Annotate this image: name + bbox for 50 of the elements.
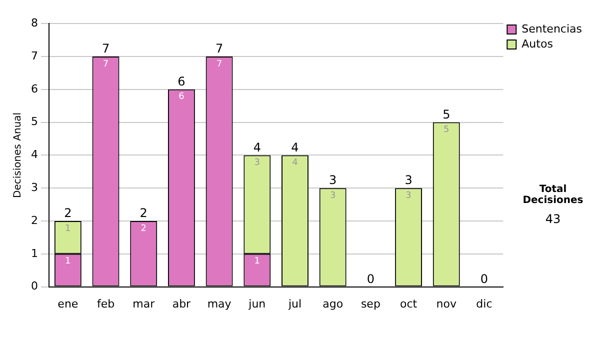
y-tick-label: 2 [31, 214, 38, 227]
x-tick-label: mar [132, 297, 156, 310]
x-tick-label: ago [322, 297, 344, 310]
total-label: 4 [291, 140, 299, 154]
y-tick-label: 8 [31, 16, 38, 30]
data-label: 3 [254, 158, 260, 168]
y-tick-label: 3 [31, 180, 38, 194]
data-label: 4 [292, 158, 298, 168]
y-tick-label: 5 [31, 115, 38, 128]
x-tick-label: sep [360, 297, 380, 310]
total-label: 4 [253, 140, 261, 154]
total-label: 6 [178, 74, 186, 89]
legend-label: Autos [522, 37, 554, 50]
x-tick-label: nov [436, 297, 457, 310]
text: 43 [544, 212, 562, 226]
data-label: 2 [140, 224, 146, 234]
data-label: 1 [65, 224, 71, 234]
y-axis-title: Decisiones Anual [12, 112, 24, 198]
x-tick-label: dic [476, 297, 492, 310]
data-label: 7 [102, 59, 109, 70]
data-label: 1 [65, 256, 71, 267]
y-tick-label: 0 [31, 280, 38, 293]
total-label: 7 [102, 42, 110, 56]
data-label: 6 [178, 92, 185, 102]
x-tick-label: oct [400, 297, 418, 310]
x-tick-label: abr [172, 297, 192, 310]
data-label: 5 [444, 125, 450, 136]
data-label: 7 [216, 59, 222, 70]
y-tick-label: 6 [31, 82, 38, 96]
total-label: 0 [366, 272, 375, 286]
data-label: 3 [406, 190, 412, 201]
y-tick-label: 4 [31, 148, 38, 162]
x-tick-label: may [207, 297, 232, 310]
total-label: 0 [480, 272, 488, 286]
total-label: 2 [64, 206, 72, 220]
x-tick-label: jul [287, 297, 302, 310]
y-tick-label: 7 [31, 49, 38, 62]
legend-label: Sentencias [522, 22, 582, 36]
total-label: 7 [215, 42, 224, 56]
total-label: 3 [329, 173, 337, 188]
x-tick-label: feb [96, 297, 115, 310]
data-label: 3 [330, 190, 336, 201]
y-tick-label: 1 [31, 246, 38, 260]
x-tick-label: jun [248, 297, 266, 310]
text: Total Decisiones [522, 184, 584, 206]
x-tick-label: ene [58, 297, 78, 310]
data-label: 1 [254, 256, 260, 267]
total-label: 2 [140, 206, 148, 220]
total-label: 5 [442, 107, 450, 122]
total-label: 3 [404, 173, 412, 188]
